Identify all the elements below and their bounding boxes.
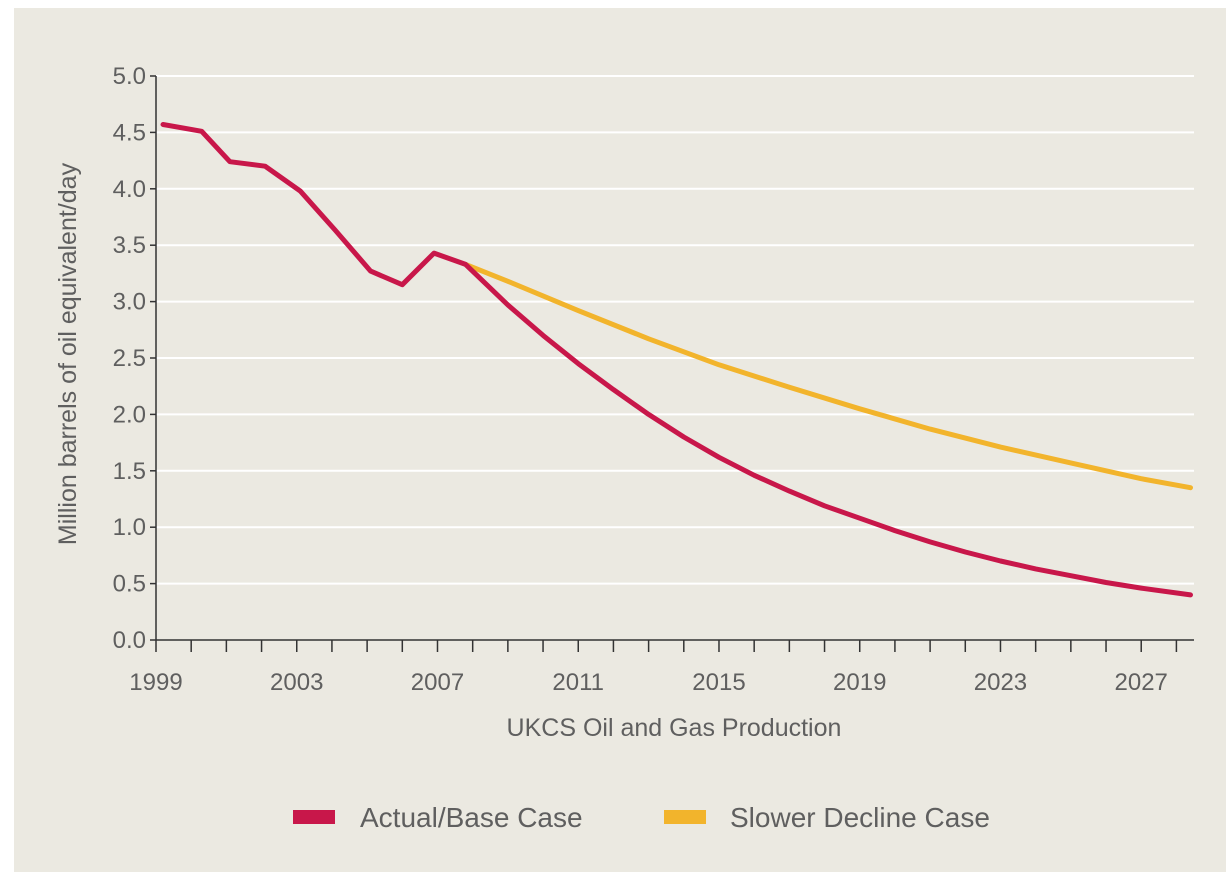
legend-label-slower-decline-case: Slower Decline Case <box>730 802 990 833</box>
y-tick-label: 1.0 <box>113 514 146 541</box>
y-axis-title: Million barrels of oil equivalent/day <box>54 162 82 545</box>
y-tick-label: 2.5 <box>113 345 146 372</box>
y-tick-label: 0.0 <box>113 627 146 654</box>
x-tick-label: 2007 <box>411 669 464 696</box>
y-tick-label: 4.0 <box>113 176 146 203</box>
y-tick-label: 2.0 <box>113 401 146 428</box>
x-tick-label: 2023 <box>974 669 1027 696</box>
y-tick-label: 3.0 <box>113 289 146 316</box>
y-tick-label: 4.5 <box>113 119 146 146</box>
y-tick-label: 3.5 <box>113 232 146 259</box>
x-axis-title: UKCS Oil and Gas Production <box>507 714 842 742</box>
x-tick-label: 2003 <box>270 669 323 696</box>
chart-panel: 0.0 0.5 1.0 1.5 2.0 2.5 3.0 3.5 4.0 4.5 5.0 1999 200… <box>14 8 1226 872</box>
x-tick-label: 1999 <box>129 669 182 696</box>
y-tick-label: 5.0 <box>113 63 146 90</box>
y-tick-label: 1.5 <box>113 458 146 485</box>
gridlines <box>156 75 1194 585</box>
x-tick-label: 2019 <box>833 669 886 696</box>
series-lines <box>160 122 1193 598</box>
series-line-slower-decline-case <box>463 261 1193 491</box>
line-chart: 0.0 0.5 1.0 1.5 2.0 2.5 3.0 3.5 4.0 4.5 5.0 1999 200… <box>54 63 1194 833</box>
legend-swatch-slower-decline-case <box>664 810 706 824</box>
legend-swatch-actual-base-case <box>293 810 335 824</box>
x-tick-label: 2027 <box>1115 669 1168 696</box>
y-tick-label: 0.5 <box>113 571 146 598</box>
axes: 0.0 0.5 1.0 1.5 2.0 2.5 3.0 3.5 4.0 4.5 5.0 1999 200… <box>113 63 1194 696</box>
x-tick-label: 2011 <box>552 669 604 696</box>
legend: Actual/Base Case Slower Decline Case <box>293 802 990 833</box>
x-tick-label: 2015 <box>692 669 745 696</box>
series-line-actual-base-case <box>160 122 1193 598</box>
legend-label-actual-base-case: Actual/Base Case <box>360 802 583 833</box>
